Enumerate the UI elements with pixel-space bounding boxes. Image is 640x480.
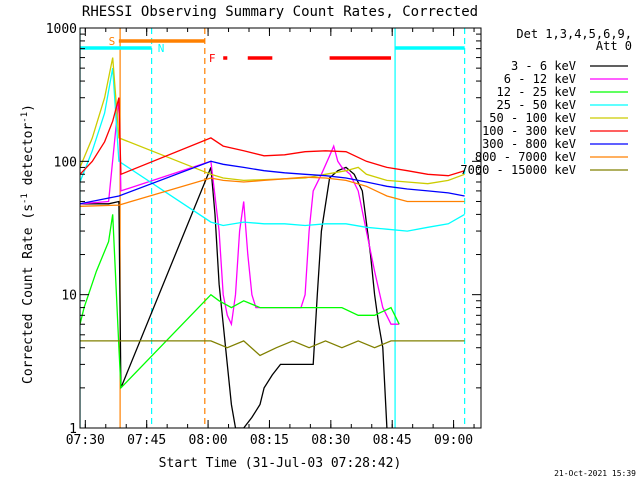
y-tick-label: 100	[54, 155, 77, 170]
legend-label: 100 - 300 keV	[482, 124, 576, 138]
x-tick-label: 09:00	[434, 433, 473, 448]
y-tick-label: 1	[69, 422, 77, 437]
y-tick-label: 10	[61, 289, 77, 304]
series-line-6	[80, 160, 465, 205]
marker-lines	[80, 28, 466, 428]
legend-label: 7000 - 15000 keV	[460, 163, 576, 177]
x-axis: 07:30 07:45 08:00 08:15 08:30 08:45 09:00	[66, 28, 475, 448]
x-tick-label: 08:30	[311, 433, 350, 448]
legend-label: 800 - 7000 keV	[475, 150, 576, 164]
series-line-2	[80, 214, 400, 390]
legend-label: 6 - 12 keV	[504, 72, 576, 86]
legend-label: 25 - 50 keV	[497, 98, 576, 112]
series-line-0	[80, 166, 388, 428]
legend-label: 300 - 800 keV	[482, 137, 576, 151]
x-tick-label: 08:45	[373, 433, 412, 448]
x-tick-label: 08:00	[189, 433, 228, 448]
y-tick-label: 1000	[46, 22, 77, 37]
series-line-5	[80, 97, 465, 177]
x-tick-label: 07:45	[127, 433, 166, 448]
legend-header-line2: Att 0	[596, 39, 632, 53]
x-tick-label: 08:15	[250, 433, 289, 448]
y-axis: 1 10 100 1000	[46, 22, 481, 437]
x-axis-label: Start Time (31-Jul-03 07:28:42)	[159, 456, 402, 471]
flag-bars: S N F	[80, 35, 465, 65]
flag-label: S	[109, 35, 116, 48]
legend-label: 50 - 100 keV	[489, 111, 576, 125]
footer-timestamp: 21-Oct-2021 15:39	[554, 469, 636, 478]
series-line-3	[80, 67, 465, 232]
series-line-1	[80, 97, 400, 327]
legend-label: 3 - 6 keV	[511, 59, 576, 73]
chart-title: RHESSI Observing Summary Count Rates, Co…	[82, 4, 478, 20]
data-series	[80, 57, 465, 428]
x-tick-label: 07:30	[66, 433, 105, 448]
series-line-4	[80, 57, 465, 185]
y-axis-label: Corrected Count Rate (s-1 detector-1)	[20, 104, 36, 384]
flag-label: F	[209, 52, 216, 65]
flag-label: N	[158, 42, 165, 55]
series-line-8	[80, 340, 465, 357]
series-line-7	[80, 176, 465, 207]
plot-frame	[79, 27, 482, 429]
legend-label: 12 - 25 keV	[497, 85, 576, 99]
legend-header-line1: Det 1,3,4,5,6,9,	[516, 27, 632, 41]
